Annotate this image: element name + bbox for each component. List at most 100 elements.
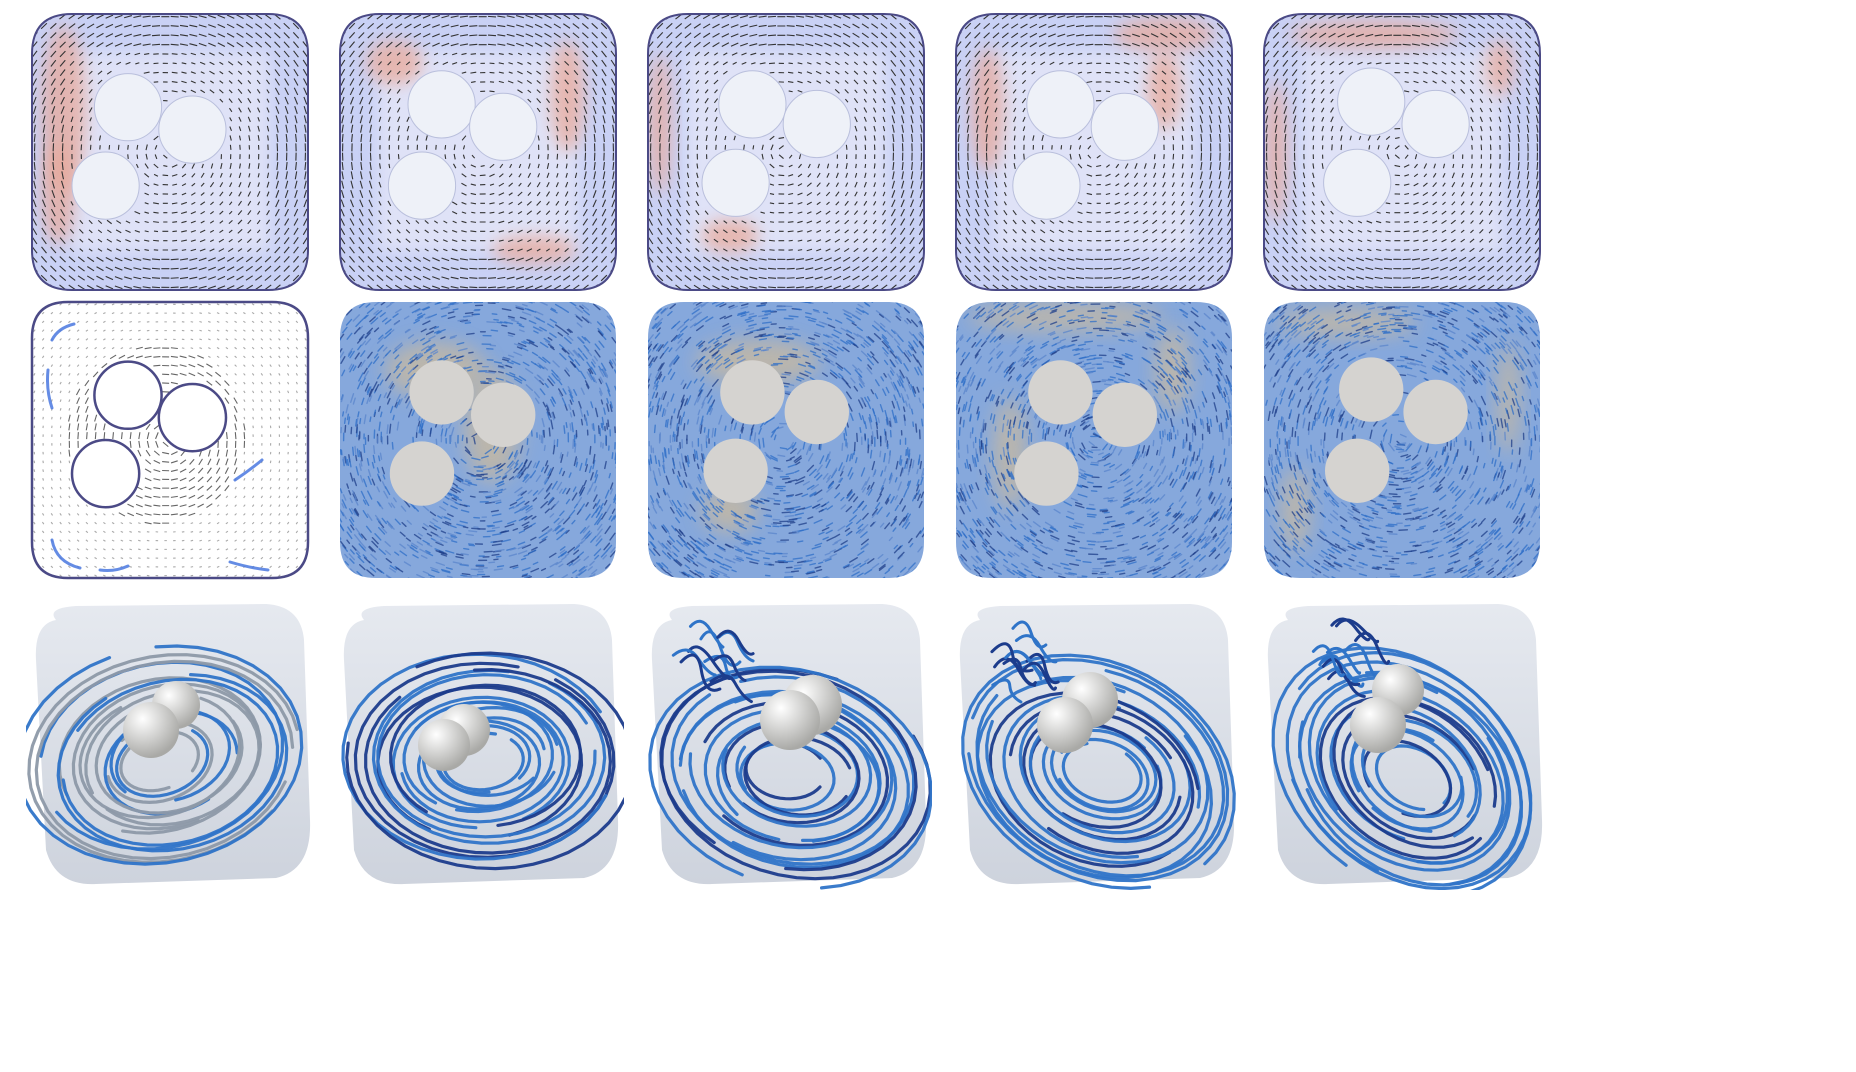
cylinder-obstacle: [157, 382, 228, 453]
cylinder-obstacle: [93, 360, 163, 431]
vector-glyphs: [340, 302, 616, 578]
domain-boundary: [31, 13, 309, 291]
streamline: [353, 661, 616, 860]
streamline: [1011, 620, 1048, 649]
high-velocity-region: [1281, 468, 1310, 552]
streamlines: [26, 644, 304, 866]
cylinder-obstacle: [720, 360, 785, 425]
cylinder-obstacle: [1339, 357, 1404, 422]
cylinder-obstacle: [158, 95, 227, 164]
streamline: [94, 699, 244, 815]
cylinder-obstacle: [784, 379, 849, 445]
streamline: [400, 700, 565, 824]
sparse-vector-panel: [30, 300, 310, 580]
high-velocity-region: [41, 143, 75, 245]
domain-boundary: [647, 13, 925, 291]
streamline: [712, 654, 747, 682]
velocity-arrow-panel: [30, 12, 310, 292]
streamline: [716, 629, 755, 656]
streamline: [1002, 693, 1202, 860]
streamline: [341, 652, 608, 861]
cylinder-obstacle: [1026, 70, 1095, 139]
dense-vector-panel: [338, 300, 618, 580]
streamlines: [961, 620, 1236, 890]
high-velocity-region: [970, 48, 1005, 172]
dense-vector-panel: [954, 300, 1234, 580]
streamline: [78, 696, 242, 820]
streamline: [678, 689, 910, 870]
cylinder-obstacle: [469, 92, 538, 161]
domain-boundary: [955, 13, 1233, 291]
domain-boundary: [339, 13, 617, 291]
streamline: [1330, 617, 1371, 642]
streamline: [1021, 661, 1057, 691]
streamline: [990, 642, 1034, 673]
streamline: [687, 645, 733, 680]
streamline: [721, 714, 873, 828]
streamline: [26, 644, 304, 866]
streamline: [1321, 657, 1361, 687]
streamline: [34, 659, 295, 861]
sphere-obstacle: [1037, 697, 1093, 753]
cylinder-obstacle: [1401, 89, 1470, 159]
streamline: [416, 719, 542, 811]
streamline: [703, 654, 740, 680]
streamline-3d-panel: [1258, 600, 1548, 890]
domain-boundary: [30, 300, 310, 580]
streamline: [57, 676, 262, 835]
velocity-arrow-panel: [646, 12, 926, 292]
streamline: [84, 689, 261, 827]
streamline: [679, 653, 722, 692]
cylinder-obstacle: [1325, 438, 1390, 503]
streamline: [738, 741, 836, 812]
cylinder-obstacle: [1090, 92, 1159, 161]
cylinder-obstacle: [701, 148, 770, 217]
velocity-arrow-panel: [954, 12, 1234, 292]
cylinder-obstacle: [1323, 148, 1392, 217]
high-velocity-region: [648, 54, 672, 194]
streamline: [1006, 650, 1043, 681]
cylinder-obstacle: [1028, 360, 1093, 425]
streamline: [703, 700, 890, 848]
streamline: [670, 675, 916, 866]
streamline: [975, 669, 1226, 878]
high-velocity-region: [550, 40, 585, 152]
high-velocity-region: [1113, 17, 1215, 52]
streamline: [688, 619, 725, 649]
high-velocity-region: [1486, 40, 1514, 96]
streamline: [1061, 742, 1143, 804]
streamline-3d-panel: [950, 600, 1240, 890]
velocity-arrow-panel: [1262, 12, 1542, 292]
vortex-arrow: [228, 560, 270, 572]
streamline-3d-panel: [26, 600, 316, 890]
sphere-obstacle: [760, 690, 820, 750]
streamline: [364, 667, 613, 855]
vortex-arrow: [233, 458, 264, 482]
streamline: [1025, 652, 1060, 685]
cylinder-obstacle: [1014, 441, 1079, 506]
velocity-arrows: [1264, 14, 1540, 290]
domain-boundary: [1263, 13, 1541, 291]
streamline: [402, 700, 554, 814]
streamline: [1325, 646, 1362, 675]
cylinder-obstacle: [703, 438, 768, 503]
cylinder-obstacle: [1403, 379, 1468, 445]
streamline: [1349, 727, 1465, 831]
cylinder-obstacle: [387, 151, 457, 220]
sphere-obstacle: [123, 702, 179, 758]
dense-vector-panel: [1262, 300, 1542, 580]
velocity-arrows: [32, 14, 308, 290]
cylinder-obstacle: [70, 438, 141, 509]
high-velocity-region: [1290, 20, 1458, 49]
velocity-arrow-panel: [338, 12, 618, 292]
sphere-obstacle: [418, 719, 470, 771]
cylinder-obstacle: [389, 441, 455, 506]
streamline: [1341, 713, 1477, 840]
cylinder-obstacle: [1337, 67, 1406, 136]
streamline: [1297, 670, 1512, 872]
streamline: [1311, 644, 1345, 678]
streamline: [660, 667, 932, 881]
high-velocity-region: [366, 40, 422, 85]
cylinder-obstacle: [409, 360, 474, 425]
streamline-3d-panel: [642, 600, 932, 890]
